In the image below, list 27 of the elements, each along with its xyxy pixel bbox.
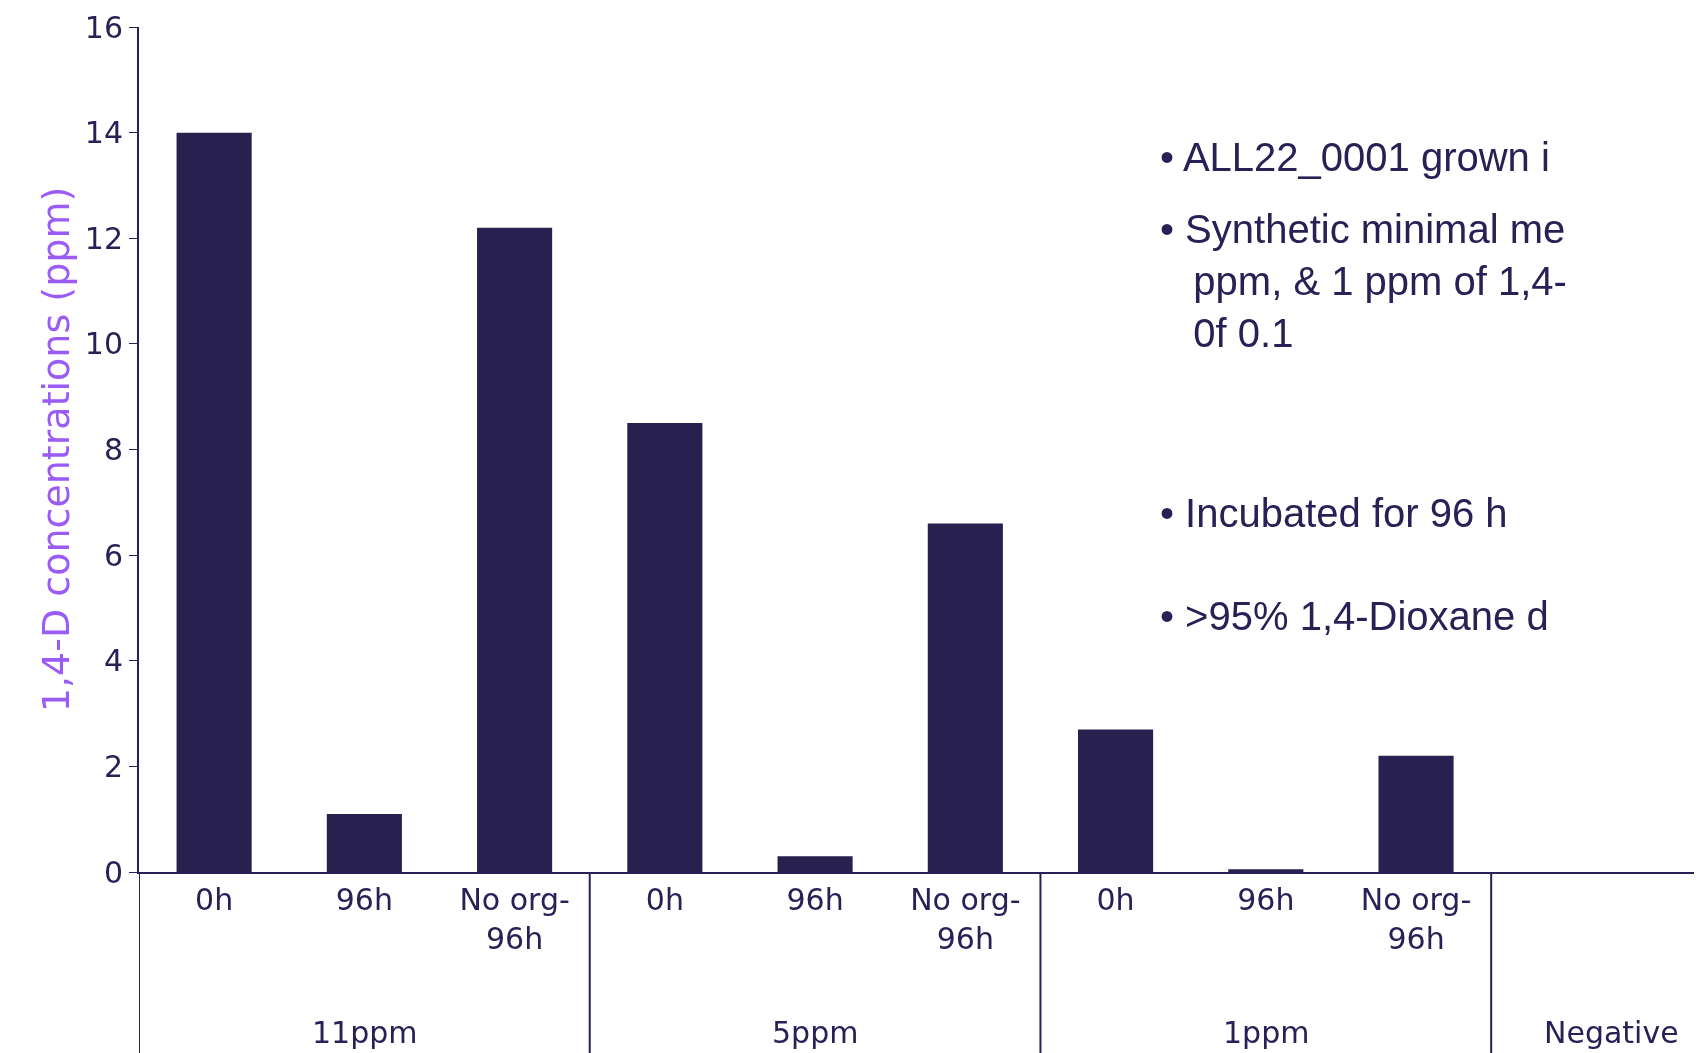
x-tick-label: 96h (335, 882, 393, 917)
y-tick-label: 14 (84, 115, 123, 151)
y-tick-label: 16 (84, 9, 123, 45)
x-tick-label: 0h (1096, 882, 1135, 917)
y-tick-label: 10 (84, 326, 123, 362)
x-tick-label: No org- 96h (459, 882, 570, 956)
y-axis-title: 1,4-D concentrations (ppm) (33, 186, 78, 713)
y-tick-label: 4 (103, 643, 123, 679)
x-tick-label: 0h (195, 882, 234, 917)
y-tick-label: 0 (103, 854, 123, 890)
text: 5ppm (772, 1015, 859, 1050)
x-tick-label: No org- 96h (1360, 882, 1472, 956)
y-tick-label: 8 (103, 432, 123, 467)
annotation: • Synthetic minimal me ppm, & 1 ppm of 1,4- 0f 0.1 (1160, 207, 1567, 355)
x-tick-label: 96h (1237, 882, 1295, 917)
y-tick-label: 6 (103, 537, 123, 573)
annotation: • >95% 1,4-Dioxane d (1160, 594, 1549, 638)
x-tick-label: 96h (786, 882, 844, 917)
y-tick-label: 12 (84, 220, 123, 256)
annotation: • ALL22_0001 grown i (1160, 135, 1550, 179)
y-tick-label: 2 (103, 748, 123, 784)
text: 1ppm (1223, 1015, 1310, 1050)
x-tick-label: No org- 96h (910, 882, 1021, 956)
x-tick-label: 0h (645, 882, 684, 917)
text: Negative (1544, 1015, 1679, 1050)
text: 11ppm (312, 1015, 418, 1050)
annotation: • Incubated for 96 h (1160, 491, 1508, 535)
